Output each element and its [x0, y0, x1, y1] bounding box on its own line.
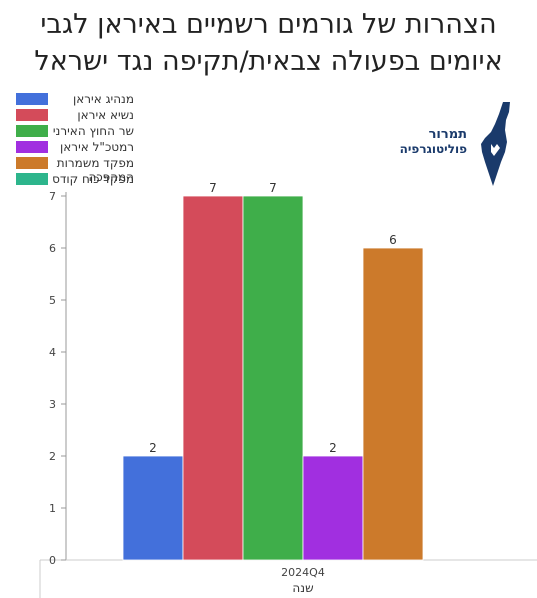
bar — [242, 195, 304, 561]
legend-item[interactable]: נשיא איראן — [16, 108, 246, 124]
chart-title: הצהרות של גורמים רשמיים באיראן לגבי איומ… — [0, 6, 537, 80]
legend-swatch — [16, 125, 48, 137]
data-label: 2 — [329, 441, 337, 455]
legend-label: מפקד כוח קודס — [52, 172, 134, 186]
legend-item[interactable]: מפקד כוח קודס — [16, 172, 246, 188]
logo-text: תמרור פוליטוגרפיה — [367, 127, 467, 157]
y-tick-label: 6 — [49, 242, 56, 255]
y-tick-label: 1 — [49, 502, 56, 515]
bar — [182, 195, 244, 561]
legend-item[interactable]: שר החוץ האירני — [16, 124, 246, 140]
legend-item[interactable]: מפקד משמרות המהפכה — [16, 156, 246, 184]
israel-map-icon — [481, 102, 510, 186]
legend-label: שר החוץ האירני — [52, 124, 134, 138]
y-tick-label: 3 — [49, 398, 56, 411]
data-label: 2 — [149, 441, 157, 455]
y-tick-label: 7 — [49, 190, 56, 203]
title-line-2: איומים בפעולה צבאית/תקיפה נגד ישראל — [34, 46, 503, 77]
logo: תמרור פוליטוגרפיה — [400, 100, 515, 190]
y-tick-label: 4 — [49, 346, 56, 359]
title-line-1: הצהרות של גורמים רשמיים באיראן לגבי — [40, 9, 497, 40]
legend-swatch — [16, 141, 48, 153]
legend-swatch — [16, 93, 48, 105]
bar — [302, 455, 364, 561]
legend-item[interactable]: מנהיג איראן — [16, 92, 246, 108]
legend-label: נשיא איראן — [77, 108, 134, 122]
legend-label: מפקד משמרות המהפכה — [56, 156, 134, 184]
logo-line-2: פוליטוגרפיה — [399, 142, 467, 156]
legend-item[interactable]: רמטכ"ל איראן — [16, 140, 246, 156]
legend-label: מנהיג איראן — [72, 92, 134, 106]
y-tick-label: 2 — [49, 450, 56, 463]
legend: מנהיג איראן נשיא איראן שר החוץ האירני רמטכ"… — [16, 92, 246, 188]
y-tick-label: 5 — [49, 294, 56, 307]
legend-swatch — [16, 109, 48, 121]
logo-line-1: תמרור — [428, 127, 467, 142]
data-label: 6 — [389, 233, 397, 247]
bar — [122, 455, 184, 561]
bar — [362, 247, 424, 561]
x-tick-label: 2024Q4 — [281, 566, 325, 579]
y-tick-label: 0 — [49, 554, 56, 567]
legend-label: רמטכ"ל איראן — [60, 140, 134, 154]
legend-swatch — [16, 157, 48, 169]
x-axis-title: שנה — [292, 581, 313, 595]
data-label: 7 — [269, 181, 277, 195]
legend-swatch — [16, 173, 48, 185]
data-label: 7 — [209, 181, 217, 195]
